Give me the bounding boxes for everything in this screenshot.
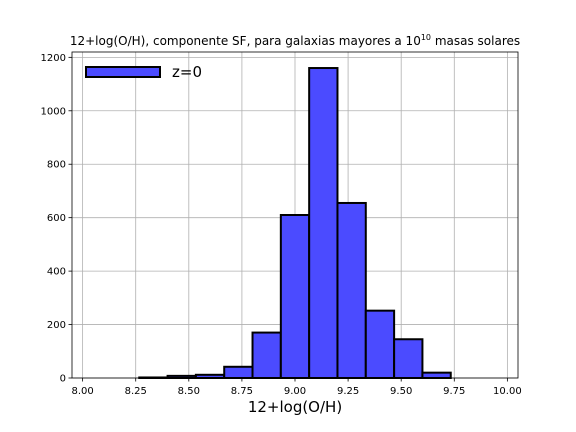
chart-title-main: 12+log(O/H), componente SF, para galaxia…: [70, 34, 421, 48]
legend: z=0: [85, 63, 202, 81]
y-tick-label-4: 800: [47, 160, 66, 171]
histogram-bar-6: [251, 331, 282, 379]
y-tick-label-1: 200: [47, 320, 66, 331]
x-tick-label-3: 8.75: [231, 386, 253, 397]
x-tick-label-5: 9.25: [337, 386, 359, 397]
histogram-bar-4: [194, 373, 226, 380]
histogram-bar-11: [393, 338, 424, 379]
histogram-bar-9: [336, 201, 367, 379]
y-tick-label-0: 0: [60, 374, 66, 385]
y-tick-label-3: 600: [47, 213, 66, 224]
histogram-bar-7: [279, 214, 311, 379]
y-tick-label-6: 1200: [41, 53, 66, 64]
x-axis-title: 12+log(O/H): [248, 398, 342, 416]
histogram-bar-12: [421, 371, 452, 379]
y-axis-ticks: 0 200 400 600 800 1000 1200: [41, 53, 72, 385]
x-tick-label-2: 8.50: [178, 386, 200, 397]
y-tick-label-2: 400: [47, 267, 66, 278]
bars: [138, 67, 452, 380]
legend-label: z=0: [172, 63, 202, 81]
x-tick-label-0: 8.00: [71, 386, 93, 397]
histogram-bar-8: [308, 67, 339, 380]
chart-title-superscript: 10: [421, 33, 431, 42]
x-axis-ticks: 8.00 8.25 8.50 8.75 9.00 9.25 9.50 9.75 10.00: [71, 378, 522, 397]
chart-title: 12+log(O/H), componente SF, para galaxia…: [70, 33, 520, 48]
histogram-bar-5: [223, 365, 254, 379]
x-tick-label-4: 9.00: [284, 386, 306, 397]
y-tick-label-5: 1000: [41, 106, 66, 117]
legend-swatch: [85, 66, 161, 78]
x-tick-label-6: 9.50: [390, 386, 412, 397]
x-tick-label-8: 10.00: [493, 386, 522, 397]
x-tick-label-7: 9.75: [443, 386, 465, 397]
chart-title-suffix: masas solares: [431, 34, 520, 48]
x-tick-label-1: 8.25: [125, 386, 147, 397]
histogram-bar-10: [364, 309, 396, 379]
